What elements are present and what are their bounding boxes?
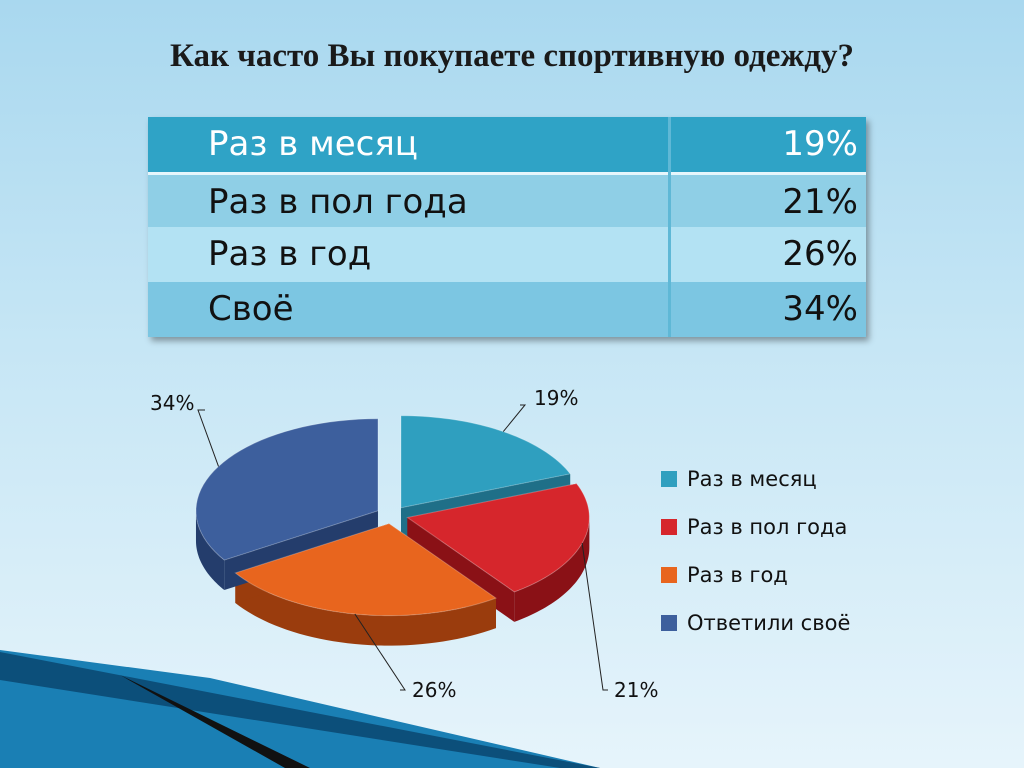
- legend-swatch: [661, 615, 677, 631]
- table-row: Раз в пол года 21%: [148, 172, 866, 227]
- row-label: Раз в месяц: [208, 124, 418, 164]
- legend-label: Ответили своё: [687, 611, 851, 635]
- row-value: 34%: [782, 289, 858, 329]
- corner-decoration: [0, 650, 600, 768]
- pie-slice-side: [514, 517, 590, 622]
- table-row: Раз в месяц 19%: [148, 117, 866, 172]
- row-value: 19%: [782, 124, 858, 164]
- chart-legend: Раз в месяц Раз в пол года Раз в год Отв…: [661, 455, 850, 647]
- row-value: 21%: [782, 182, 858, 222]
- legend-item: Раз в год: [661, 551, 850, 599]
- data-label: 26%: [412, 678, 456, 702]
- legend-item: Раз в пол года: [661, 503, 850, 551]
- row-value: 26%: [782, 234, 858, 274]
- column-divider: [668, 117, 671, 337]
- leader-line: [354, 613, 406, 691]
- slide-title: Как часто Вы покупаете спортивную одежду…: [169, 38, 854, 74]
- pie-slice-side: [195, 510, 225, 591]
- data-label: 21%: [614, 678, 658, 702]
- pie-slice: [400, 415, 572, 509]
- legend-item: Ответили своё: [661, 599, 850, 647]
- table-row: Раз в год 26%: [148, 227, 866, 282]
- data-label: 34%: [150, 391, 194, 415]
- legend-label: Раз в пол года: [687, 515, 848, 539]
- data-label: 19%: [534, 386, 578, 410]
- leader-line: [581, 543, 608, 691]
- row-label: Раз в год: [208, 234, 372, 274]
- leader-line: [502, 404, 527, 432]
- legend-label: Раз в год: [687, 563, 788, 587]
- legend-swatch: [661, 471, 677, 487]
- row-label: Раз в пол года: [208, 182, 468, 222]
- row-label: Своё: [208, 289, 294, 329]
- leader-line: [197, 409, 219, 467]
- legend-label: Раз в месяц: [687, 467, 817, 491]
- pie-slice-side: [235, 572, 496, 646]
- legend-item: Раз в месяц: [661, 455, 850, 503]
- results-table: Раз в месяц 19% Раз в пол года 21% Раз в…: [148, 117, 866, 337]
- legend-swatch: [661, 519, 677, 535]
- table-row: Своё 34%: [148, 282, 866, 337]
- legend-swatch: [661, 567, 677, 583]
- pie-slice: [195, 418, 379, 561]
